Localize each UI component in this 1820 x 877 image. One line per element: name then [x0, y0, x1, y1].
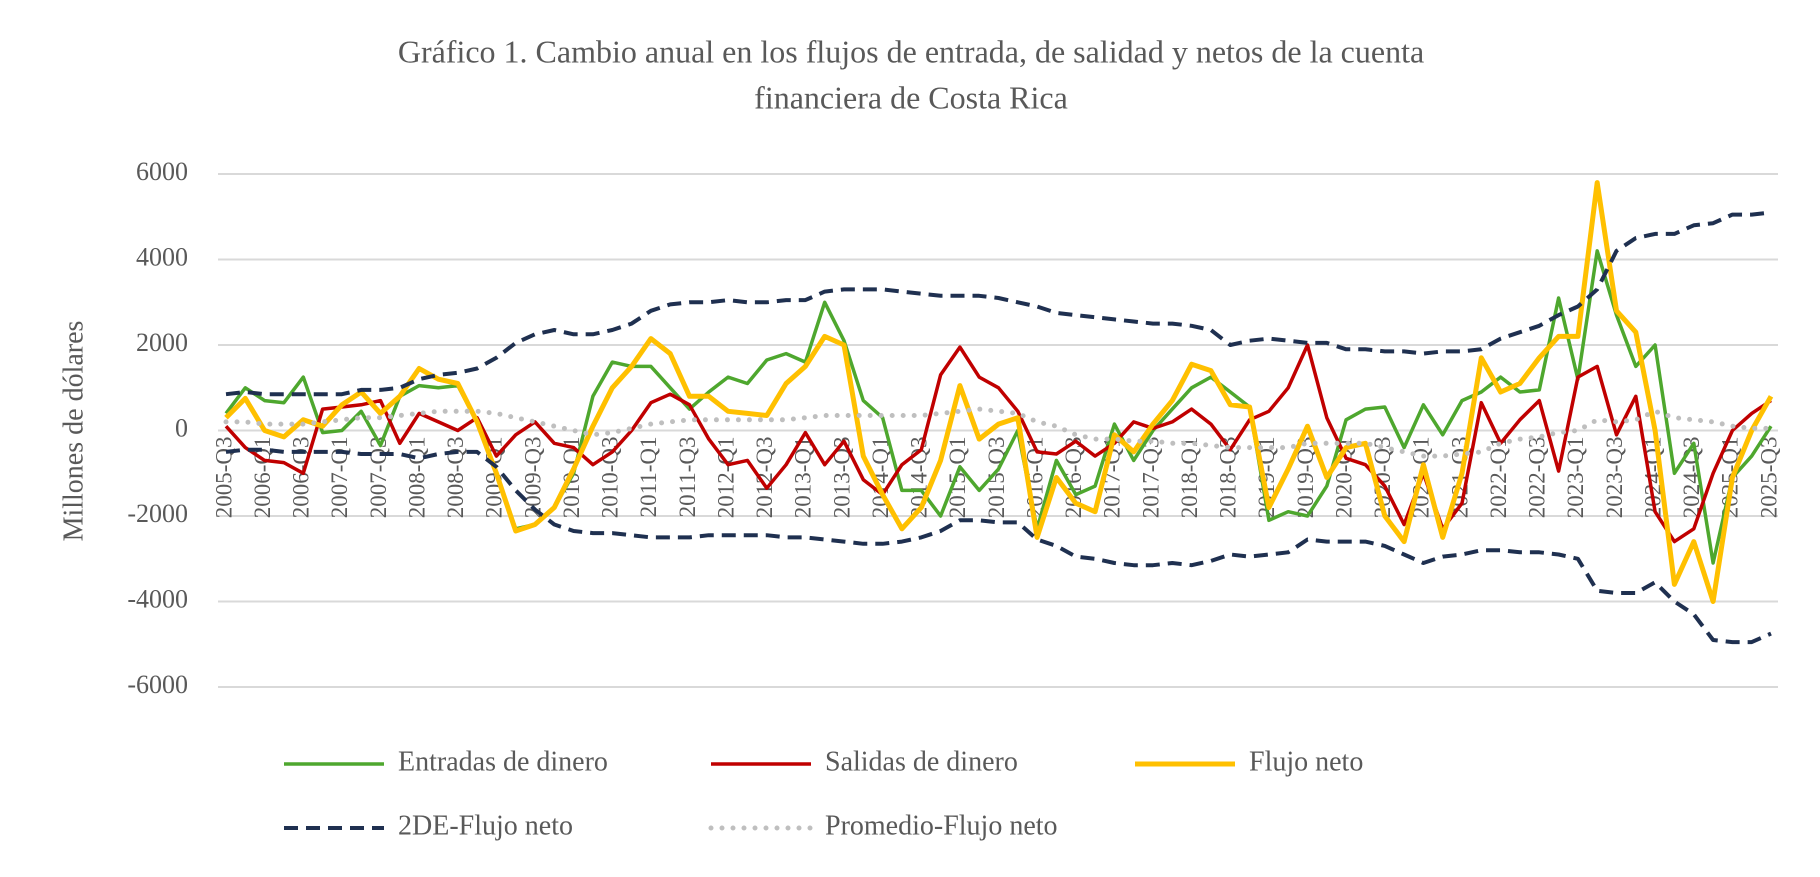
x-tick-label: 2013-Q3 [829, 437, 854, 519]
x-tick-label: 2008-Q1 [404, 437, 429, 519]
x-tick-label: 2011-Q3 [675, 437, 700, 518]
y-tick-label: 4000 [136, 242, 188, 271]
legend-label: Flujo neto [1249, 746, 1363, 777]
y-tick-label: -2000 [127, 499, 188, 528]
x-tick-label: 2023-Q1 [1563, 437, 1588, 519]
series-line [224, 343, 1772, 544]
y-tick-label: 2000 [136, 328, 188, 357]
x-tick-label: 2018-Q1 [1177, 437, 1202, 519]
x-tick-label: 2007-Q3 [366, 437, 391, 519]
x-tick-label: 2023-Q3 [1602, 437, 1627, 519]
y-axis-title: Millones de dólares [58, 321, 89, 542]
x-tick-label: 2008-Q3 [443, 437, 468, 519]
x-tick-label: 2010-Q3 [598, 437, 623, 519]
x-tick-label: 2007-Q1 [327, 437, 352, 519]
x-tick-label: 2015-Q3 [984, 437, 1009, 519]
x-tick-label: 2017-Q3 [1138, 437, 1163, 519]
y-tick-label: -4000 [127, 584, 188, 613]
series-line [225, 447, 1772, 645]
x-tick-label: 2011-Q1 [636, 437, 661, 518]
x-tick-label: 2012-Q3 [752, 437, 777, 519]
y-tick-label: 0 [175, 413, 188, 442]
x-tick-label: 2009-Q3 [520, 437, 545, 519]
x-tick-label: 2005-Q3 [211, 437, 236, 519]
series-line [224, 180, 1774, 604]
x-tick-label: 2022-Q3 [1525, 437, 1550, 519]
x-tick-label: 2014-Q3 [907, 437, 932, 519]
x-tick-label: 2015-Q1 [945, 437, 970, 519]
legend-label: 2DE-Flujo neto [398, 810, 573, 841]
chart-subtitle: financiera de Costa Rica [754, 79, 1068, 115]
legend-label: Entradas de dinero [398, 746, 608, 777]
x-tick-label: 2025-Q3 [1756, 437, 1781, 519]
y-tick-label: -6000 [127, 670, 188, 699]
legend-label: Salidas de dinero [825, 746, 1018, 777]
x-tick-label: 2018-Q3 [1216, 437, 1241, 519]
chart-title: Gráfico 1. Cambio anual en los flujos de… [398, 33, 1424, 69]
series-line [225, 210, 1772, 397]
y-tick-label: 6000 [136, 157, 188, 186]
legend-label: Promedio-Flujo neto [825, 810, 1058, 841]
